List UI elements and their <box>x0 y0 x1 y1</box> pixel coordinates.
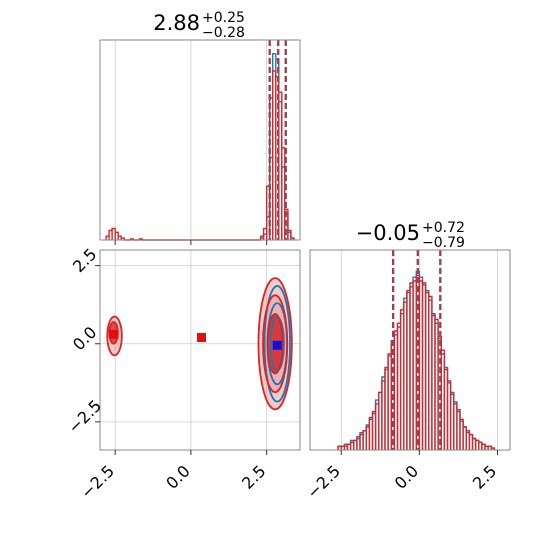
axes-frame-param-2 <box>309 249 511 451</box>
p1-series-1-step <box>105 70 295 241</box>
p3-marker-blue-2 <box>272 340 282 350</box>
ticks-param-2: −2.5 0.0 2.5 <box>303 450 500 502</box>
axes-frame-joint <box>99 249 301 451</box>
quantile-lines-param-1 <box>268 40 287 240</box>
p3-xtick-label-2: 2.5 <box>238 461 269 492</box>
p2-xtick-label-0: −2.5 <box>303 461 344 502</box>
title-param-1-lower: −0.28 <box>202 25 245 41</box>
p3-ytick-label-1: 0.0 <box>69 323 100 354</box>
axes-frame-param-1 <box>99 39 301 241</box>
quantile-lines-param-2 <box>392 250 442 450</box>
p3-ytick-label-2: 2.5 <box>69 245 100 276</box>
histogram-series-param-2 <box>337 270 496 450</box>
p3-marker-red-1 <box>197 333 207 342</box>
p2-xtick-label-1: 0.0 <box>391 461 422 492</box>
p3-red-contour-0 <box>266 313 284 375</box>
title-param-2-upper: +0.72 <box>422 220 465 236</box>
p3-ytick-label-0: −2.5 <box>64 396 105 437</box>
panel-joint: −2.5 0.0 2.5 −2.5 0.0 2.5 <box>64 245 301 503</box>
title-param-1-value: 2.88 <box>153 11 200 35</box>
p3-red-contour-1 <box>262 294 289 394</box>
p3-marker-red-0 <box>109 329 119 339</box>
ticks-param-1 <box>114 240 268 245</box>
ticks-joint: −2.5 0.0 2.5 −2.5 0.0 2.5 <box>64 245 269 503</box>
p3-blue-contour-0 <box>269 316 285 372</box>
p2-xtick-label-2: 2.5 <box>469 461 500 492</box>
p3-xtick-label-0: −2.5 <box>77 461 118 502</box>
title-param-1: 2.88 <box>153 11 200 35</box>
grid-param-1 <box>114 40 268 240</box>
markers-joint <box>109 329 282 350</box>
p3-red-contour-2 <box>257 277 293 411</box>
p3-blue-contour-2 <box>263 285 291 403</box>
p3-xtick-label-1: 0.0 <box>162 461 193 492</box>
title-param-2: −0.05 <box>356 221 420 245</box>
panel-marginal-param-1: 2.88 +0.25 −0.28 <box>99 10 301 245</box>
title-param-2-lower: −0.79 <box>422 235 465 251</box>
title-param-1-upper: +0.25 <box>202 10 245 26</box>
title-param-2-value: −0.05 <box>356 221 420 245</box>
p2-series-1-step <box>337 274 496 450</box>
p3-red-contour-4 <box>106 315 123 357</box>
panel-marginal-param-2: −0.05 +0.72 −0.79 −2.5 0.0 2.5 <box>303 220 511 502</box>
histogram-series-param-1 <box>105 53 295 241</box>
